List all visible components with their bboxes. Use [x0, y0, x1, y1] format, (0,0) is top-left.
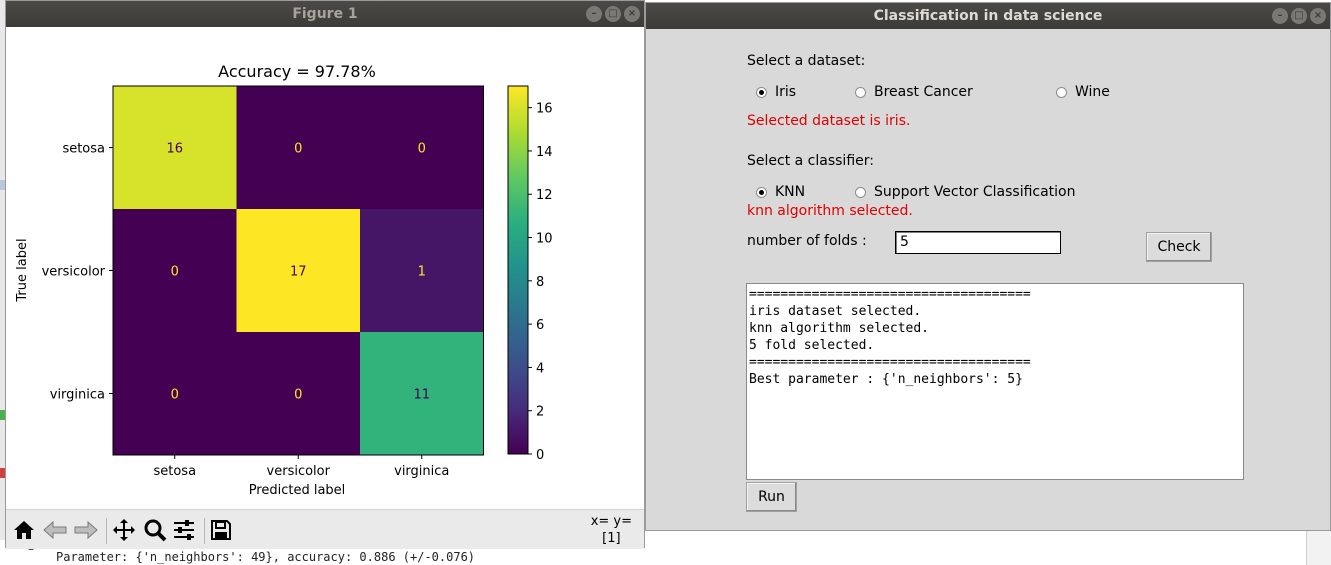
- cell-value-label: 11: [413, 388, 430, 403]
- matrix-cell: [360, 332, 484, 455]
- radio-indicator[interactable]: [855, 86, 866, 98]
- y-tick-label: setosa: [62, 142, 105, 157]
- matrix-cell: [236, 209, 360, 332]
- output-textbox[interactable]: ==================================== iri…: [746, 283, 1244, 480]
- radio-label: KNN: [775, 184, 806, 200]
- close-icon[interactable]: ×: [1310, 8, 1326, 24]
- folds-input[interactable]: 5: [895, 231, 1061, 254]
- matrix-cell: [113, 209, 237, 332]
- classification-form: Select a dataset: Iris Breast Cancer Win…: [646, 29, 1330, 530]
- matrix-cell: [360, 209, 484, 332]
- classification-window-title: Classification in data science: [873, 8, 1103, 24]
- radio-classifier-svc[interactable]: Support Vector Classification: [855, 184, 1076, 200]
- cell-value-label: 17: [290, 265, 307, 280]
- colorbar-tick-label: 0: [536, 448, 544, 463]
- coords-value: [1]: [602, 531, 621, 546]
- figure-toolbar: x= y= [1]: [6, 509, 644, 549]
- radio-label: Support Vector Classification: [874, 184, 1076, 200]
- x-tick-label: setosa: [153, 464, 196, 479]
- radio-dataset-breast-cancer[interactable]: Breast Cancer: [855, 84, 973, 100]
- y-axis-label: True label: [15, 238, 30, 302]
- cell-value-label: 0: [294, 142, 302, 157]
- chart-title: Accuracy = 97.78%: [218, 62, 376, 81]
- radio-indicator[interactable]: [1056, 86, 1067, 98]
- cell-value-label: 0: [418, 142, 426, 157]
- cursor-coordinates: x= y= [1]: [591, 513, 632, 547]
- y-tick-label: versicolor: [42, 265, 106, 280]
- radio-label: Breast Cancer: [874, 84, 973, 100]
- matrix-cell: [113, 86, 237, 209]
- cell-value-label: 16: [166, 142, 183, 157]
- radio-dataset-wine[interactable]: Wine: [1056, 84, 1110, 100]
- matrix-cell: [236, 332, 360, 455]
- forward-arrow-icon[interactable]: [71, 515, 101, 545]
- colorbar-tick-label: 16: [536, 102, 553, 117]
- colorbar-tick-label: 4: [536, 361, 544, 376]
- toolbar-separator: [106, 518, 107, 544]
- x-tick-label: virginica: [394, 464, 449, 479]
- terminal-dash: –: [28, 542, 34, 556]
- save-icon[interactable]: [206, 515, 236, 545]
- bg-marker: [0, 410, 6, 420]
- minimize-icon[interactable]: –: [1272, 8, 1288, 24]
- radio-indicator[interactable]: [756, 186, 767, 198]
- dataset-prompt: Select a dataset:: [747, 53, 866, 69]
- cell-value-label: 0: [171, 265, 179, 280]
- check-button[interactable]: Check: [1146, 232, 1212, 262]
- bg-marker: [0, 180, 6, 190]
- classifier-status: knn algorithm selected.: [747, 203, 913, 219]
- classification-titlebar[interactable]: Classification in data science – □ ×: [646, 3, 1330, 29]
- maximize-icon[interactable]: □: [605, 6, 621, 22]
- home-icon[interactable]: [9, 515, 39, 545]
- run-button[interactable]: Run: [746, 482, 797, 512]
- classification-window: Classification in data science – □ × Sel…: [645, 2, 1331, 531]
- maximize-icon[interactable]: □: [1291, 8, 1307, 24]
- cell-value-label: 0: [294, 388, 302, 403]
- x-tick-label: versicolor: [267, 464, 331, 479]
- figure-titlebar[interactable]: Figure 1 – □ ×: [6, 1, 644, 27]
- colorbar: [507, 85, 529, 455]
- matrix-cell: [113, 332, 237, 455]
- folds-label: number of folds :: [747, 233, 867, 249]
- x-axis-label: Predicted label: [249, 483, 346, 498]
- cell-value-label: 0: [171, 388, 179, 403]
- radio-label: Wine: [1075, 84, 1110, 100]
- colorbar-tick-label: 14: [536, 145, 553, 160]
- colorbar-tick-label: 10: [536, 232, 553, 247]
- dataset-status: Selected dataset is iris.: [747, 113, 911, 129]
- minimize-icon[interactable]: –: [586, 6, 602, 22]
- pan-icon[interactable]: [109, 515, 139, 545]
- colorbar-tick-label: 2: [536, 405, 544, 420]
- matrix-cell: [360, 86, 484, 209]
- figure-window: Figure 1 – □ × Accuracy = 97.78% 16 0 0 0 17…: [5, 0, 645, 549]
- radio-indicator[interactable]: [855, 186, 866, 198]
- toolbar-separator: [204, 518, 205, 544]
- radio-classifier-knn[interactable]: KNN: [756, 184, 805, 200]
- matrix-cell: [236, 86, 360, 209]
- cell-value-label: 1: [418, 265, 426, 280]
- radio-label: Iris: [775, 84, 797, 100]
- figure-window-title: Figure 1: [292, 6, 358, 22]
- background-window-edge: [0, 0, 6, 540]
- coords-label: x= y=: [590, 514, 632, 529]
- colorbar-tick-label: 6: [536, 318, 544, 333]
- back-arrow-icon[interactable]: [40, 515, 70, 545]
- radio-dataset-iris[interactable]: Iris: [756, 84, 796, 100]
- colorbar-tick-label: 8: [536, 275, 544, 290]
- colorbar-tick-label: 12: [536, 188, 553, 203]
- background-terminal: – Parameter: {'n_neighbors': 49}, accura…: [0, 540, 1331, 565]
- confusion-matrix-plot[interactable]: Accuracy = 97.78% 16 0 00 17 10 0 11 setosa ver…: [6, 27, 644, 507]
- y-tick-label: virginica: [50, 388, 105, 403]
- terminal-output-line: Parameter: {'n_neighbors': 49}, accuracy…: [56, 550, 476, 564]
- zoom-icon[interactable]: [140, 515, 170, 545]
- background-scrollbar: [1306, 530, 1331, 565]
- bg-marker: [0, 468, 6, 478]
- close-icon[interactable]: ×: [624, 6, 640, 22]
- radio-indicator[interactable]: [756, 86, 767, 98]
- configure-icon[interactable]: [169, 515, 199, 545]
- classifier-prompt: Select a classifier:: [747, 153, 874, 169]
